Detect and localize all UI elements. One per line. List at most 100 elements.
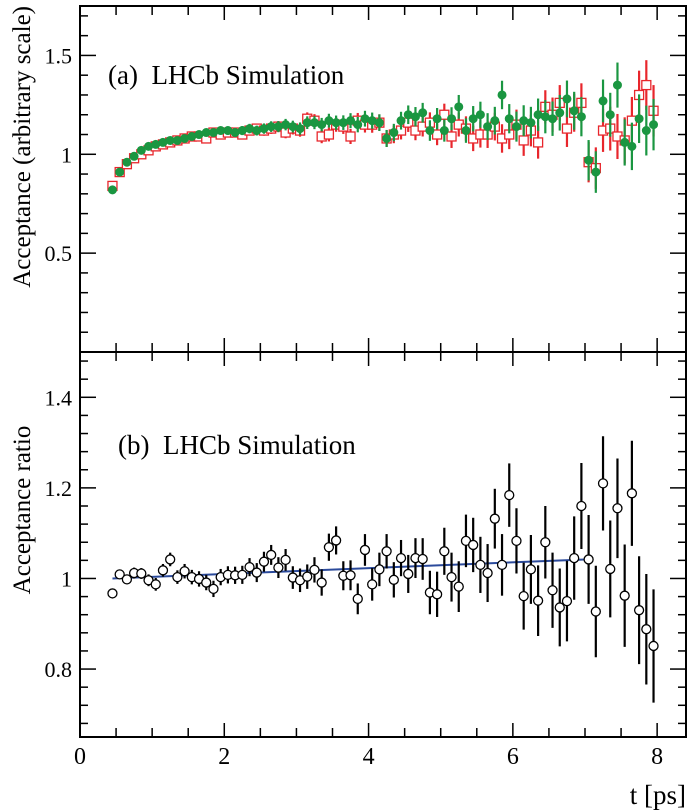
y-tick-label: 0.5	[45, 241, 73, 266]
data-point	[532, 595, 544, 606]
panel-b-label: (b) LHCb Simulation	[118, 430, 356, 460]
data-point	[121, 574, 133, 585]
data-point	[359, 544, 371, 556]
x-tick-labels: 0 2 4 6 8	[74, 744, 663, 770]
data-point	[244, 561, 255, 573]
data-point	[619, 590, 630, 601]
data-point	[496, 559, 508, 571]
data-point	[345, 570, 356, 581]
x-axis-label: t [ps]	[630, 780, 686, 810]
panel-b-data-points	[107, 436, 659, 703]
data-point	[381, 546, 392, 557]
data-point	[208, 583, 219, 595]
data-point	[626, 488, 638, 499]
data-point	[418, 108, 428, 118]
data-point	[540, 537, 551, 548]
data-point	[446, 571, 457, 583]
panel-b-y-axis-label: Acceptance ratio	[9, 426, 36, 595]
data-point	[620, 137, 630, 147]
data-point	[605, 563, 616, 575]
data-point	[417, 553, 428, 565]
data-point	[532, 137, 544, 148]
data-point	[446, 131, 457, 142]
data-point	[482, 567, 493, 579]
data-point	[641, 126, 651, 136]
data-point	[461, 126, 471, 136]
data-point	[382, 133, 392, 143]
data-point	[554, 602, 565, 613]
data-point	[157, 565, 169, 576]
data-point	[410, 112, 420, 122]
data-point	[634, 114, 644, 124]
data-point	[302, 571, 313, 582]
data-point	[447, 114, 457, 124]
data-point	[525, 564, 537, 575]
x-tick-label: 6	[507, 744, 519, 770]
y-tick-label: 1	[61, 566, 72, 591]
data-point	[576, 112, 586, 122]
series-filled-circle	[107, 62, 659, 195]
x-tick-label: 4	[363, 744, 375, 770]
data-point	[330, 535, 342, 546]
data-point	[367, 579, 378, 590]
data-point	[374, 118, 384, 128]
data-point	[432, 114, 442, 124]
data-point	[648, 640, 659, 652]
data-point	[612, 80, 622, 90]
data-point	[569, 106, 579, 116]
data-point	[590, 606, 601, 617]
data-point	[280, 554, 291, 566]
data-point	[518, 135, 529, 146]
data-point	[548, 114, 558, 124]
data-point	[150, 579, 161, 590]
panel-a-y-axis-label: Acceptance (arbitrary scale)	[9, 6, 36, 288]
data-point	[179, 566, 190, 577]
data-point	[374, 564, 385, 575]
data-point	[605, 110, 615, 120]
data-point	[584, 155, 594, 165]
data-point	[504, 114, 514, 124]
data-point	[295, 124, 305, 134]
data-point	[317, 120, 327, 130]
data-point	[511, 122, 521, 132]
panel-b-axis-ticks	[79, 352, 686, 737]
data-point	[453, 581, 464, 592]
x-tick-label: 0	[74, 744, 86, 770]
data-point	[468, 114, 478, 124]
data-point	[547, 585, 558, 596]
data-point	[129, 151, 139, 161]
data-point	[114, 569, 125, 580]
data-point	[266, 549, 277, 561]
y-tick-label: 1	[61, 142, 72, 167]
data-point	[475, 559, 486, 571]
data-point	[489, 513, 500, 524]
x-tick-label: 2	[218, 744, 230, 770]
series-open-circle	[107, 436, 659, 703]
panel-b-acceptance-ratio: 0.8 1 1.2 1.4 (b) LHCb Simulation Acceptanc…	[9, 351, 687, 738]
data-point	[431, 589, 443, 600]
data-point	[562, 94, 572, 104]
data-point	[237, 569, 248, 580]
data-point	[583, 554, 594, 565]
data-point	[251, 567, 262, 578]
data-point	[439, 109, 450, 120]
data-point	[569, 552, 580, 564]
data-point	[483, 122, 493, 132]
data-point	[389, 128, 399, 138]
data-point	[136, 568, 147, 579]
data-point	[649, 120, 659, 130]
data-point	[172, 571, 183, 583]
data-point	[425, 126, 435, 136]
data-point	[526, 118, 536, 128]
data-point	[454, 102, 464, 112]
panel-a-axis-ticks	[79, 6, 686, 352]
y-tick-label: 0.8	[45, 657, 73, 682]
y-tick-label: 1.4	[45, 385, 73, 410]
data-point	[504, 489, 515, 501]
data-point	[309, 564, 320, 576]
x-tick-label: 8	[651, 744, 663, 770]
data-point	[475, 110, 485, 120]
data-point	[396, 116, 406, 126]
data-point	[122, 157, 132, 167]
